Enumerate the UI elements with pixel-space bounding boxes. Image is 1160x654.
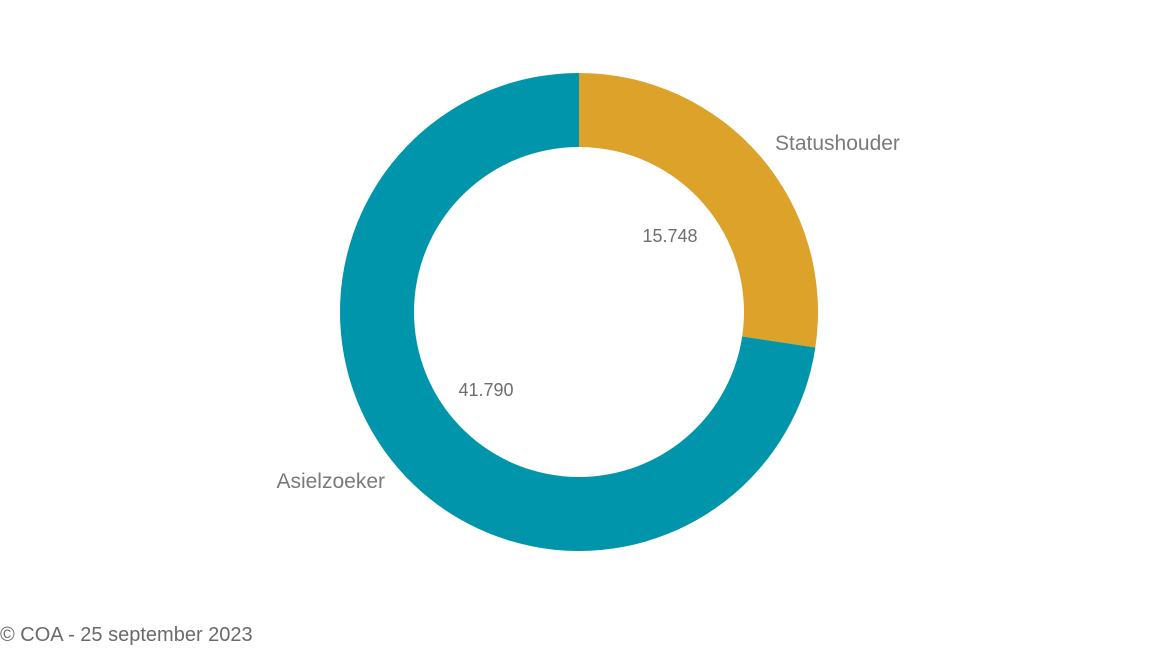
slice-asielzoeker — [339, 73, 816, 551]
donut-labels: Statushouder 15.748 Asielzoeker 41.790 — [276, 132, 900, 493]
category-label-statushouder: Statushouder — [775, 132, 900, 155]
value-label-statushouder: 15.748 — [642, 226, 697, 246]
category-label-asielzoeker: Asielzoeker — [276, 470, 385, 493]
slice-statushouder — [579, 73, 818, 348]
footer-copyright: © COA - 25 september 2023 — [0, 624, 253, 646]
value-label-asielzoeker: 41.790 — [458, 380, 513, 400]
donut-slices — [339, 73, 818, 551]
